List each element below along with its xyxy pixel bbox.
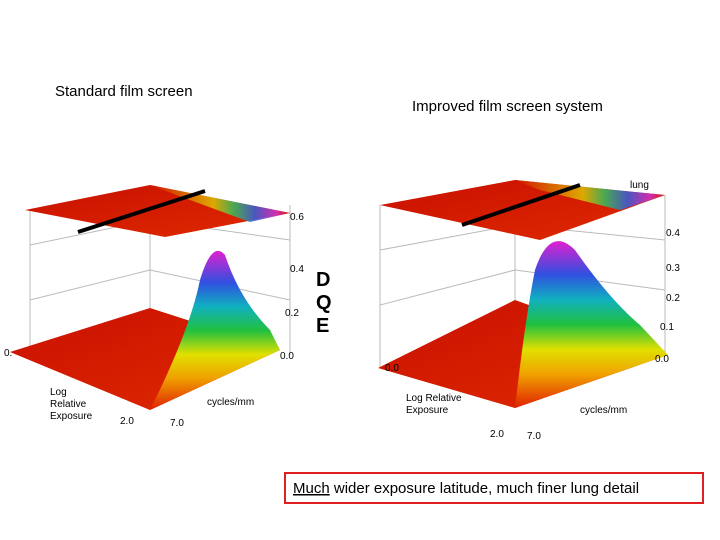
left-plot: 0.6 0.4 0.2 0.0 0. Log Relative Exposure… <box>4 185 304 429</box>
caption-box <box>284 472 704 504</box>
axis-label: Log <box>50 387 67 398</box>
axis-label: Exposure <box>50 411 93 422</box>
axis-label: Log Relative <box>406 393 462 404</box>
right-title: Improved film screen system <box>412 98 603 115</box>
lung-line <box>461 183 581 227</box>
z-tick: 0.0 <box>655 354 669 365</box>
x-tick: 2.0 <box>490 429 504 440</box>
caption-emphasis: Much <box>293 480 330 497</box>
caption: Much wider exposure latitude, much finer… <box>293 480 639 497</box>
z-tick: 0.0 <box>280 351 294 362</box>
z-tick: 0.6 <box>290 212 304 223</box>
z-tick: 0.1 <box>660 322 674 333</box>
axis-label: Exposure <box>406 405 449 416</box>
left-title: Standard film screen <box>55 83 193 100</box>
top-surface <box>25 185 290 237</box>
floor-tick: 0.0 <box>385 363 399 374</box>
z-tick: 0.4 <box>290 264 304 275</box>
x-tick: 7.0 <box>170 418 184 429</box>
right-plot: lung 0.4 0.3 0.2 0.1 0.0 0.0 Log Relativ… <box>378 180 680 442</box>
z-tick: 0.2 <box>285 308 299 319</box>
dqe-letter: D <box>316 269 330 291</box>
x-tick: 7.0 <box>527 431 541 442</box>
z-tick: 0.3 <box>666 263 680 274</box>
z-tick: 0.4 <box>666 228 680 239</box>
peak-surface <box>515 241 668 408</box>
dqe-letter: E <box>316 315 329 337</box>
peak-surface <box>150 250 280 410</box>
x-tick: 2.0 <box>120 416 134 427</box>
axis-label: Relative <box>50 399 87 410</box>
dqe-letter: Q <box>316 292 332 314</box>
axis-label: cycles/mm <box>207 397 254 408</box>
axis-label: cycles/mm <box>580 405 627 416</box>
z-tick: 0.2 <box>666 293 680 304</box>
annotation: lung <box>630 180 649 191</box>
cut-label: 0. <box>4 348 12 359</box>
caption-text: wider exposure latitude, much finer lung… <box>333 480 639 497</box>
top-surface <box>380 180 665 240</box>
lung-line <box>77 189 206 234</box>
